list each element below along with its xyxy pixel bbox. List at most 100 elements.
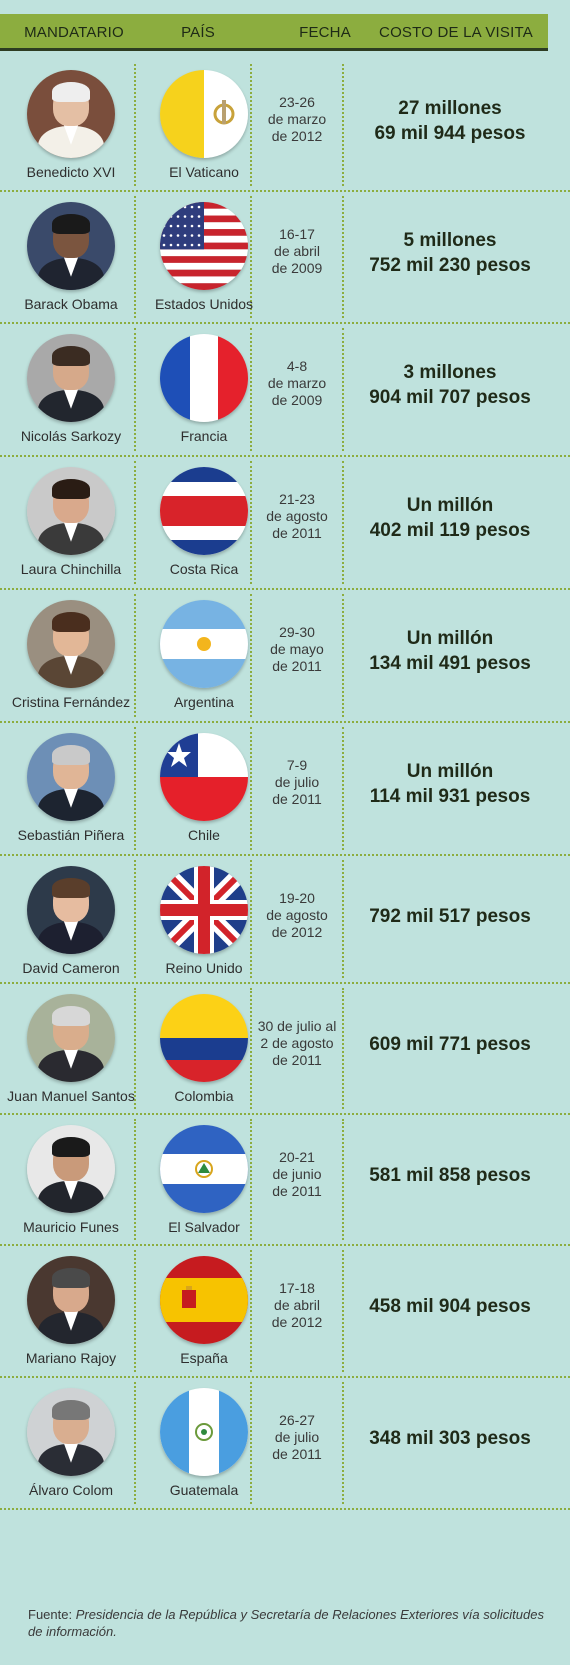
date-line: de 2009 — [271, 392, 323, 408]
table-row: Nicolás Sarkozy Francia 4-8 de marzo de 200… — [0, 324, 570, 457]
country-name: Costa Rica — [169, 561, 239, 577]
country-cell: Francia — [142, 334, 266, 444]
column-header-costo: COSTO DE LA VISITA — [379, 24, 533, 41]
leader-name: Laura Chinchilla — [20, 561, 122, 577]
date-line: de 2011 — [272, 1446, 322, 1462]
date-cell: 4-8 de marzo de 2009 — [252, 358, 342, 409]
cost-line: 5 millones — [403, 230, 497, 251]
source-note: Fuente: Presidencia de la República y Se… — [28, 1606, 548, 1640]
cost-cell: Un millón 402 mil 119 pesos — [344, 493, 556, 543]
column-divider — [342, 860, 344, 978]
date-line: de 2009 — [271, 260, 323, 276]
country-name: El Salvador — [168, 1219, 240, 1235]
leader-cell: Sebastián Piñera — [0, 733, 142, 843]
country-name: Colombia — [174, 1088, 234, 1104]
table-row: Cristina Fernández Argentina 29-30 de mayo… — [0, 590, 570, 723]
table-row: Benedicto XVI El Vaticano 23-26 de marzo de… — [0, 60, 570, 192]
leader-cell: Mauricio Funes — [0, 1125, 142, 1235]
costa-rica-flag-icon — [160, 467, 248, 555]
date-line: de julio — [274, 1429, 320, 1445]
date-cell: 30 de julio al 2 de agosto de 2011 — [252, 1018, 342, 1069]
date-cell: 7-9 de julio de 2011 — [252, 757, 342, 808]
table-row: Mariano Rajoy España 17-18 de abril de 2012… — [0, 1246, 570, 1378]
country-name: Guatemala — [169, 1482, 239, 1498]
cost-cell: 348 mil 303 pesos — [344, 1426, 556, 1451]
header-ribbon — [0, 14, 548, 51]
country-name: Francia — [180, 428, 228, 444]
date-line: de 2011 — [272, 1052, 322, 1068]
avatar — [27, 1388, 115, 1476]
date-cell: 26-27 de julio de 2011 — [252, 1412, 342, 1463]
avatar — [27, 1256, 115, 1344]
france-flag-icon — [160, 334, 248, 422]
date-line: de 2012 — [271, 1314, 323, 1330]
country-cell: El Vaticano — [142, 70, 266, 180]
vatican-flag-icon — [160, 70, 248, 158]
date-line: de mayo — [270, 641, 324, 657]
cost-line: 458 mil 904 pesos — [369, 1296, 531, 1317]
date-cell: 29-30 de mayo de 2011 — [252, 624, 342, 675]
country-cell: Estados Unidos — [142, 202, 266, 312]
table-row: Laura Chinchilla Costa Rica 21-23 de agost… — [0, 457, 570, 590]
header-ribbon-notch — [548, 14, 570, 51]
leader-name: Álvaro Colom — [28, 1482, 114, 1498]
date-cell: 20-21 de junio de 2011 — [252, 1149, 342, 1200]
date-line: de 2012 — [271, 924, 323, 940]
cost-line: 581 mil 858 pesos — [369, 1165, 531, 1186]
date-cell: 17-18 de abril de 2012 — [252, 1280, 342, 1331]
leader-name: Barack Obama — [24, 296, 118, 312]
column-header-mandatario: MANDATARIO — [24, 24, 124, 41]
column-divider — [134, 860, 136, 978]
date-line: de marzo — [267, 111, 327, 127]
country-cell: Colombia — [142, 994, 266, 1104]
table-row: Álvaro Colom Guatemala 26-27 de julio de 20… — [0, 1378, 570, 1510]
avatar — [27, 70, 115, 158]
column-divider — [134, 988, 136, 1109]
column-header-pais: PAÍS — [181, 24, 215, 41]
cost-cell: 458 mil 904 pesos — [344, 1294, 556, 1319]
column-divider — [134, 328, 136, 451]
country-cell: Costa Rica — [142, 467, 266, 577]
chile-flag-icon — [160, 733, 248, 821]
cost-line: 792 mil 517 pesos — [369, 906, 531, 927]
cost-line: 114 mil 931 pesos — [369, 786, 531, 807]
usa-flag-icon — [160, 202, 248, 290]
avatar — [27, 600, 115, 688]
table-row: Barack Obama Estados Unidos 16-17 de abril… — [0, 192, 570, 324]
avatar — [27, 866, 115, 954]
leader-cell: David Cameron — [0, 866, 142, 976]
avatar — [27, 733, 115, 821]
colombia-flag-icon — [160, 994, 248, 1082]
cost-cell: Un millón 114 mil 931 pesos — [344, 759, 556, 809]
leader-name: Mariano Rajoy — [25, 1350, 117, 1366]
cost-line: 3 millones — [403, 362, 497, 383]
leader-cell: Mariano Rajoy — [0, 1256, 142, 1366]
column-divider — [342, 1250, 344, 1372]
source-text: Presidencia de la República y Secretaría… — [28, 1607, 544, 1639]
date-line: 21-23 — [279, 491, 315, 507]
date-cell: 23-26 de marzo de 2012 — [252, 94, 342, 145]
column-divider — [250, 1382, 252, 1504]
cost-line: 752 mil 230 pesos — [369, 255, 531, 276]
date-line: 23-26 — [279, 94, 315, 110]
avatar — [27, 467, 115, 555]
country-name: El Vaticano — [169, 164, 239, 180]
column-divider — [342, 727, 344, 850]
date-line: de julio — [274, 774, 320, 790]
date-line: 30 de julio al — [257, 1018, 337, 1034]
cost-line: Un millón — [406, 761, 494, 782]
country-name: Argentina — [174, 694, 234, 710]
leader-name: Benedicto XVI — [26, 164, 116, 180]
date-line: de 2011 — [272, 525, 322, 541]
column-divider — [250, 328, 252, 451]
cost-line: 134 mil 491 pesos — [369, 653, 531, 674]
leader-cell: Barack Obama — [0, 202, 142, 312]
country-cell: El Salvador — [142, 1125, 266, 1235]
cost-line: 27 millones — [398, 98, 502, 119]
leader-name: Mauricio Funes — [23, 1219, 119, 1235]
date-line: 20-21 — [279, 1149, 315, 1165]
country-name: España — [180, 1350, 228, 1366]
table-row: Mauricio Funes El Salvador 20-21 de junio d… — [0, 1115, 570, 1246]
column-divider — [250, 594, 252, 717]
column-divider — [250, 988, 252, 1109]
